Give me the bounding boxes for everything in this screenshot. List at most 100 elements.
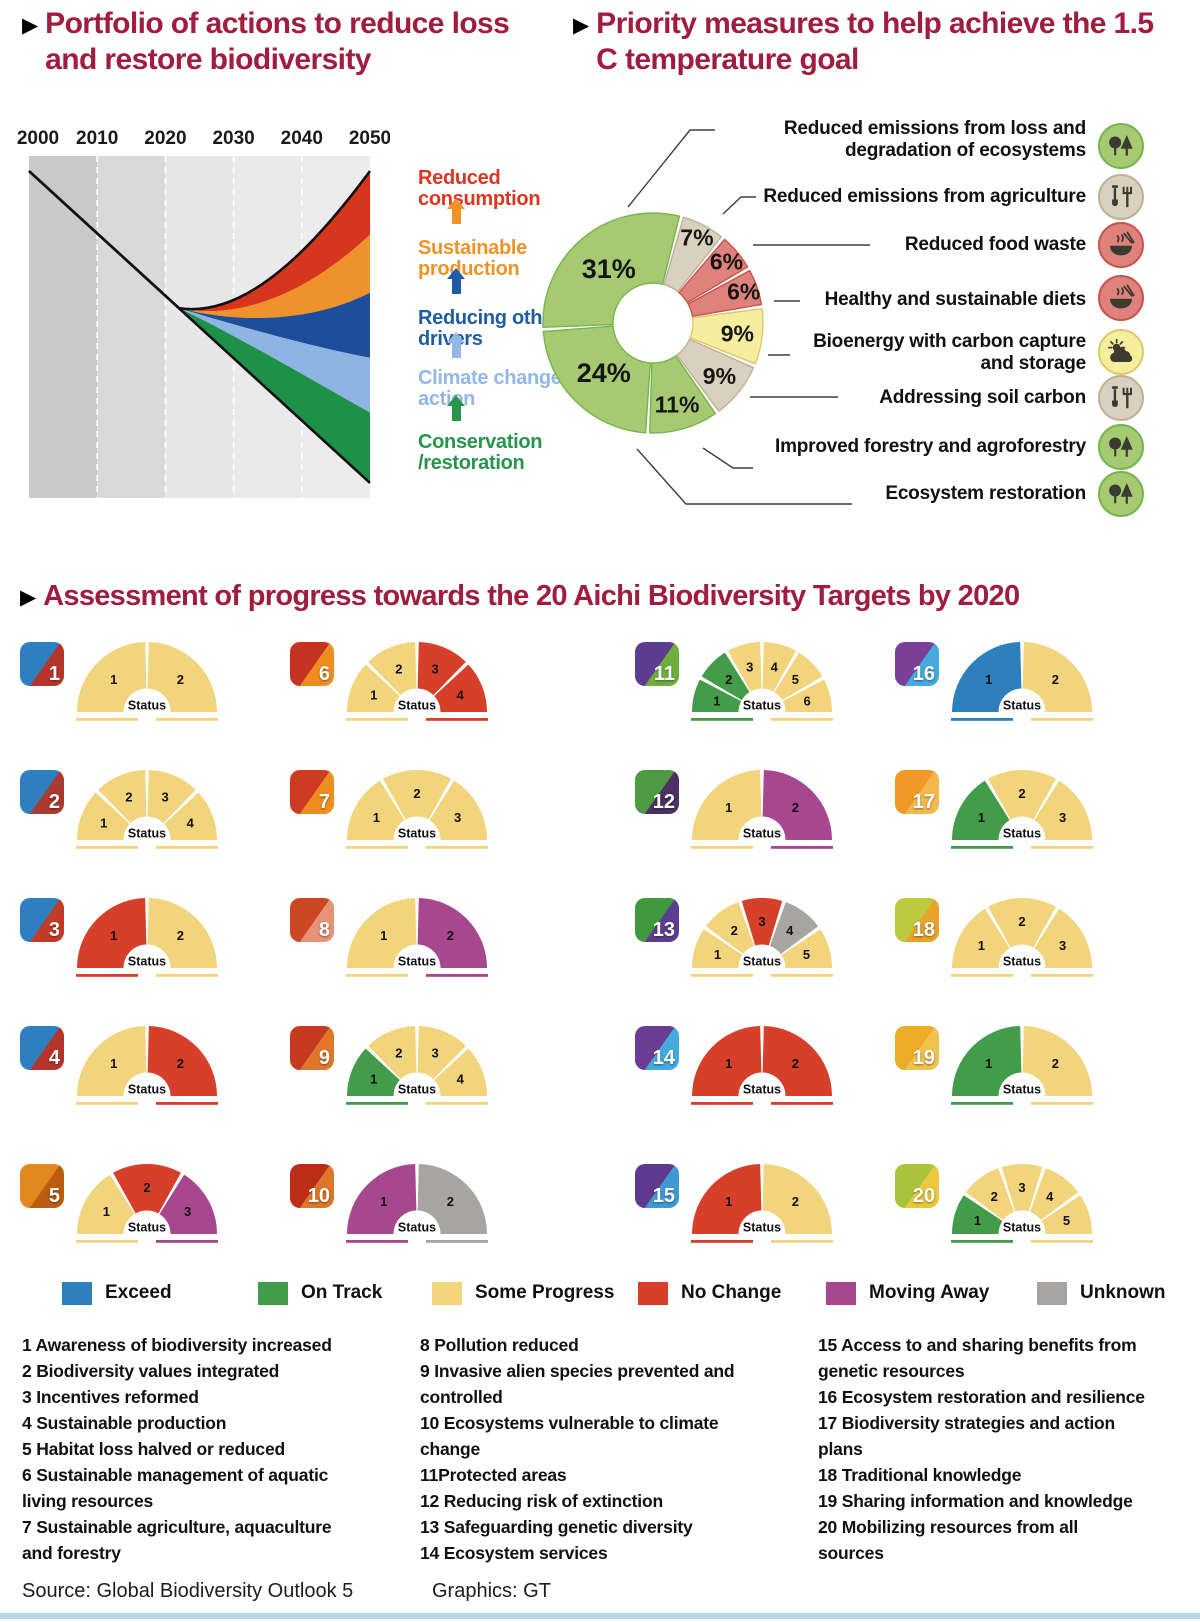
gauge-element-number: 5 — [803, 947, 810, 962]
target-9-status-gauge: 1 2 3 4 Status — [346, 1026, 488, 1105]
legend-label-exceed: Exceed — [105, 1282, 172, 1303]
gauge-underline-right — [426, 1102, 488, 1105]
target-list-item: 3 Incentives reformed — [22, 1387, 199, 1407]
gauge-element-number: 4 — [1046, 1189, 1054, 1204]
target-list-item: 12 Reducing risk of extinction — [420, 1491, 663, 1511]
target-14-icon: 14 — [635, 1026, 679, 1070]
donut-leader-lines — [627, 129, 870, 505]
target-10-number: 10 — [307, 1185, 330, 1207]
gauge-underline-right — [1031, 846, 1093, 849]
gauge-segment-on-track — [952, 1026, 1022, 1096]
gauge-status-label: Status — [743, 955, 781, 969]
gauge-underline-right — [426, 1240, 488, 1243]
target-list-item: 8 Pollution reduced — [420, 1335, 579, 1355]
callout-label-ecosystem-restoration: Ecosystem restoration — [885, 483, 1086, 504]
gauge-element-number: 1 — [713, 693, 720, 708]
target-13-status-gauge: 12 3 45 Status — [691, 898, 833, 977]
legend-swatch-unknown — [1037, 1281, 1067, 1305]
gauge-element-number: 3 — [758, 914, 765, 929]
gauge-underline-left — [691, 846, 753, 849]
gauge-segment-some-progress — [77, 1026, 147, 1096]
gauge-segment-some-progress — [952, 908, 1010, 968]
target-10-icon: 10 — [290, 1164, 334, 1208]
legend-swatch-moving-away — [826, 1281, 856, 1305]
gauge-segment-some-progress — [1022, 642, 1092, 712]
target-15-icon: 15 — [635, 1164, 679, 1208]
gauge-segment-some-progress — [347, 664, 400, 712]
x-axis-tick-2020: 2020 — [144, 128, 186, 149]
gauge-element-number: 2 — [177, 928, 184, 943]
target-6-gauge: 6 1 2 3 4 Status — [290, 640, 505, 732]
gauge-element-number: 3 — [184, 1204, 191, 1219]
gauge-underline-left — [691, 974, 753, 977]
band-reduced-consumption — [179, 171, 370, 312]
gauge-underline-left — [691, 1240, 753, 1243]
target-7-number: 7 — [318, 791, 330, 813]
target-5-status-gauge: 1 2 3 Status — [76, 1164, 218, 1243]
gauge-segment-some-progress — [762, 1164, 832, 1234]
target-list-item: 17 Biodiversity strategies and action pl… — [818, 1413, 1116, 1459]
up-arrow-icon — [447, 395, 465, 421]
gauge-segment-no-change — [762, 1026, 832, 1096]
gauge-element-number: 2 — [991, 1189, 998, 1204]
gauge-underline-left — [76, 974, 138, 977]
legend-label-no-change: No Change — [681, 1282, 782, 1303]
target-19-icon: 19 — [895, 1026, 939, 1070]
gauge-element-number: 1 — [974, 1213, 981, 1228]
target-list-item: 14 Ecosystem services — [420, 1543, 608, 1563]
gauge-element-number: 1 — [370, 1072, 377, 1087]
gauge-segment-some-progress — [434, 1048, 487, 1096]
donut-value-label: 9% — [703, 363, 736, 389]
callout-leader-line — [636, 448, 852, 505]
band-label-sustainable-production: Sustainable production — [418, 237, 527, 280]
gauge-segment-some-progress — [1022, 1026, 1092, 1096]
gauge-underline-left — [346, 1240, 408, 1243]
gauge-underline-right — [426, 718, 488, 721]
credits-row: Source: Global Biodiversity Outlook 5 Gr… — [0, 1580, 1200, 1610]
gauge-segment-some-progress — [781, 929, 832, 968]
gauge-status-label: Status — [128, 699, 166, 713]
callout-label-reduced-emissions-from-agriculture: Reduced emissions from agriculture — [763, 186, 1086, 207]
gauge-segment-some-progress — [728, 642, 762, 692]
band-label-conservation-restoration: Conservation /restoration — [418, 431, 543, 474]
gauge-element-number: 1 — [380, 928, 387, 943]
gauge-element-number: 1 — [714, 947, 721, 962]
gauge-element-number: 1 — [725, 1056, 732, 1071]
donut-slice-reduced-food-waste — [678, 238, 749, 304]
gauge-underline-right — [156, 1240, 218, 1243]
target-5-gauge: 5 1 2 3 Status — [20, 1162, 235, 1254]
sun-cloud-icon — [1098, 329, 1144, 375]
target-2-icon: 2 — [20, 770, 64, 814]
target-9-gauge: 9 1 2 3 4 Status — [290, 1024, 505, 1116]
gauge-segment-some-progress — [1029, 1168, 1079, 1220]
gauge-segment-no-change — [113, 1164, 181, 1214]
target-list-column-2: 8 Pollution reduced 9 Invasive alien spec… — [420, 1332, 808, 1566]
gauge-segment-some-progress — [692, 929, 743, 968]
target-10-status-gauge: 1 2 Status — [346, 1164, 488, 1243]
legend-item-on-track: On Track — [258, 1281, 382, 1305]
gauge-status-label: Status — [128, 1221, 166, 1235]
up-arrow-icon — [447, 198, 465, 224]
target-7-status-gauge: 1 2 3 Status — [346, 770, 488, 849]
target-list-column-3: 15 Access to and sharing benefits from g… — [818, 1332, 1200, 1566]
gauge-underline-right — [1031, 974, 1093, 977]
gauge-segment-some-progress — [417, 1026, 466, 1080]
target-7-icon: 7 — [290, 770, 334, 814]
target-list-item: 7 Sustainable agriculture, aquaculture a… — [22, 1517, 332, 1563]
gauge-segment-some-progress — [762, 642, 796, 692]
gauge-underline-left — [76, 1102, 138, 1105]
gauge-segment-moving-away — [417, 898, 487, 968]
target-2-gauge: 2 1 2 3 4 Status — [20, 768, 235, 860]
section-bullet-icon: ▶ — [20, 586, 37, 609]
gauge-segment-on-track — [701, 652, 750, 701]
priority-section-title: ▶ Priority measures to help achieve the … — [573, 6, 1163, 78]
gauge-segment-no-change — [692, 1026, 762, 1096]
gauge-segment-unknown — [769, 902, 819, 954]
gauge-element-number: 2 — [177, 672, 184, 687]
gauge-element-number: 3 — [1018, 1180, 1025, 1195]
x-axis-tick-2010: 2010 — [76, 128, 118, 149]
target-20-number: 20 — [912, 1185, 935, 1207]
target-15-gauge: 15 1 2 Status — [635, 1162, 850, 1254]
callout-leader-line — [722, 196, 756, 215]
gauge-underline-left — [76, 846, 138, 849]
